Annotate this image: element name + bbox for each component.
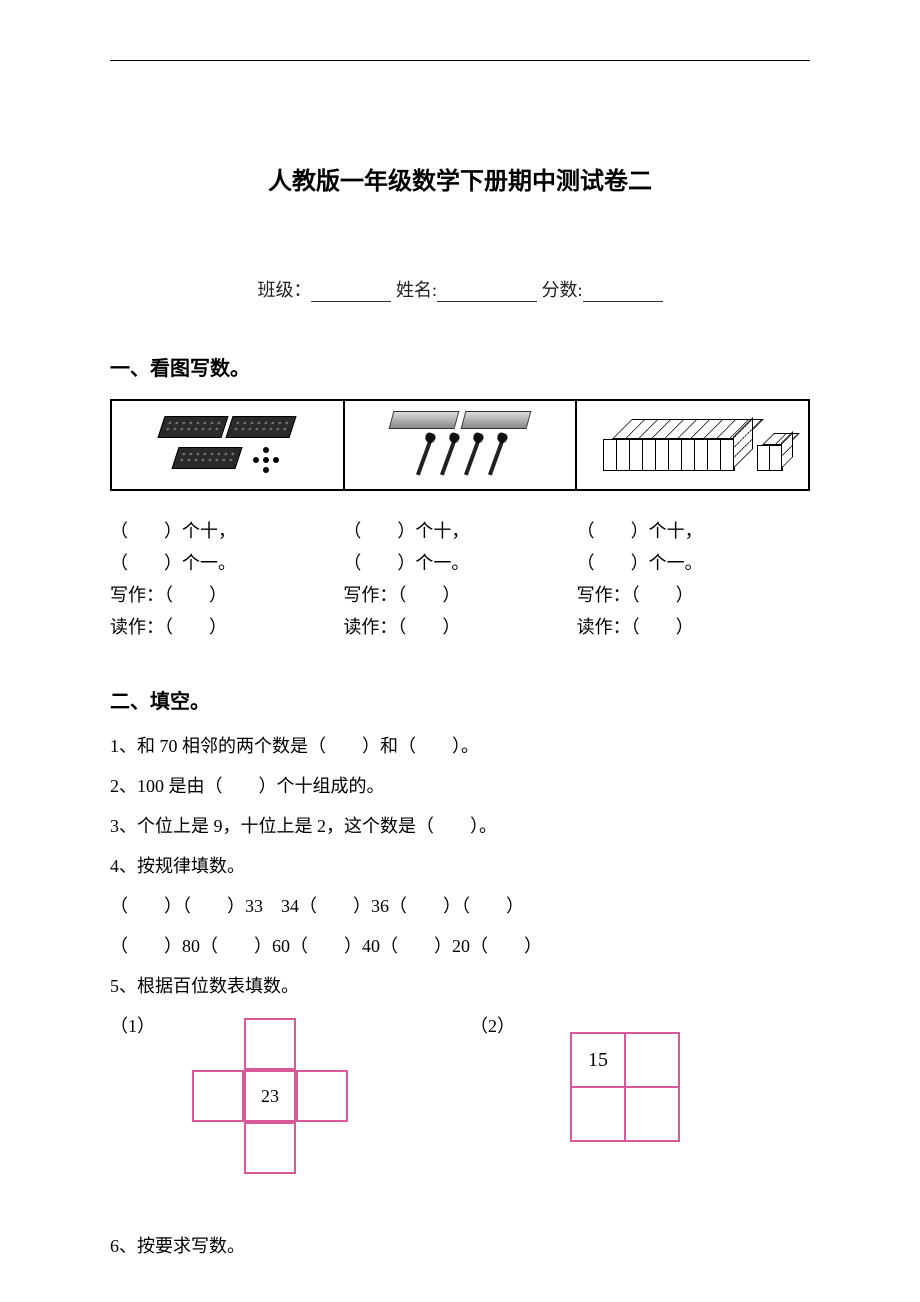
- c3-read: 读作：（ ）: [577, 613, 810, 639]
- cross-left: [192, 1070, 244, 1122]
- name-blank: [437, 283, 537, 302]
- c1-ones: （ ）个一。: [110, 549, 343, 575]
- q3: 3、个位上是 9，十位上是 2，这个数是（ ）。: [110, 812, 810, 838]
- g2-bl: [570, 1086, 626, 1142]
- score-blank: [583, 283, 663, 302]
- fig-1-col: （1） 23: [110, 1012, 470, 1178]
- fig-2-col: （2） 15: [470, 1012, 810, 1178]
- figures-row: （1） 23 （2） 15: [110, 1012, 810, 1178]
- grid-2x2: 15: [570, 1032, 690, 1152]
- info-line: 班级： 姓名: 分数:: [110, 276, 810, 302]
- c3-ones: （ ）个一。: [577, 549, 810, 575]
- q6: 6、按要求写数。: [110, 1232, 810, 1258]
- c2-read: 读作：（ ）: [343, 613, 576, 639]
- cubes-graphic: [603, 419, 783, 471]
- c1-tens: （ ）个十，: [110, 517, 343, 543]
- cross-center: 23: [244, 1070, 296, 1122]
- class-label: 班级：: [257, 280, 311, 300]
- three-columns: （ ）个十， （ ）个一。 写作：（ ） 读作：（ ） （ ）个十， （ ）个一…: [110, 511, 810, 645]
- img-cell-3: [577, 401, 808, 489]
- fig1-label: （1）: [110, 1012, 155, 1038]
- q4b: （ ）80（ ）60（ ）40（ ）20（ ）: [110, 932, 810, 958]
- img-cell-2: [345, 401, 578, 489]
- g2-tr: [624, 1032, 680, 1088]
- c1-write: 写作：（ ）: [110, 581, 343, 607]
- fig2-label: （2）: [470, 1012, 515, 1038]
- question-list: 1、和 70 相邻的两个数是（ ）和（ ）。 2、100 是由（ ）个十组成的。…: [110, 732, 810, 1258]
- doc-title: 人教版一年级数学下册期中测试卷二: [110, 161, 810, 196]
- q5: 5、根据百位数表填数。: [110, 972, 810, 998]
- class-blank: [311, 283, 391, 302]
- c2-tens: （ ）个十，: [343, 517, 576, 543]
- cross-right: [296, 1070, 348, 1122]
- col-1: （ ）个十， （ ）个一。 写作：（ ） 读作：（ ）: [110, 511, 343, 645]
- c3-write: 写作：（ ）: [577, 581, 810, 607]
- trays-graphic: [159, 414, 295, 476]
- g2-br: [624, 1086, 680, 1142]
- q4a: （ ）（ ）33 34（ ）36（ ）（ ）: [110, 892, 810, 918]
- top-rule: [110, 60, 810, 61]
- q1: 1、和 70 相邻的两个数是（ ）和（ ）。: [110, 732, 810, 758]
- c2-write: 写作：（ ）: [343, 581, 576, 607]
- col-2: （ ）个十， （ ）个一。 写作：（ ） 读作：（ ）: [343, 511, 576, 645]
- eraser-brush-graphic: [388, 409, 532, 481]
- col-3: （ ）个十， （ ）个一。 写作：（ ） 读作：（ ）: [577, 511, 810, 645]
- cross-top: [244, 1018, 296, 1070]
- g2-tl: 15: [570, 1032, 626, 1088]
- score-label: 分数:: [542, 280, 583, 300]
- dots-icon: [251, 445, 281, 475]
- cross-grid: 23: [190, 1018, 350, 1178]
- page: 人教版一年级数学下册期中测试卷二 班级： 姓名: 分数: 一、看图写数。: [0, 0, 920, 1302]
- c2-ones: （ ）个一。: [343, 549, 576, 575]
- q4: 4、按规律填数。: [110, 852, 810, 878]
- img-cell-1: [112, 401, 345, 489]
- q2: 2、100 是由（ ）个十组成的。: [110, 772, 810, 798]
- section2-heading: 二、填空。: [110, 685, 810, 714]
- section1-heading: 一、看图写数。: [110, 352, 810, 381]
- cross-bottom: [244, 1122, 296, 1174]
- image-row: [110, 399, 810, 491]
- c1-read: 读作：（ ）: [110, 613, 343, 639]
- name-label: 姓名:: [396, 280, 437, 300]
- c3-tens: （ ）个十，: [577, 517, 810, 543]
